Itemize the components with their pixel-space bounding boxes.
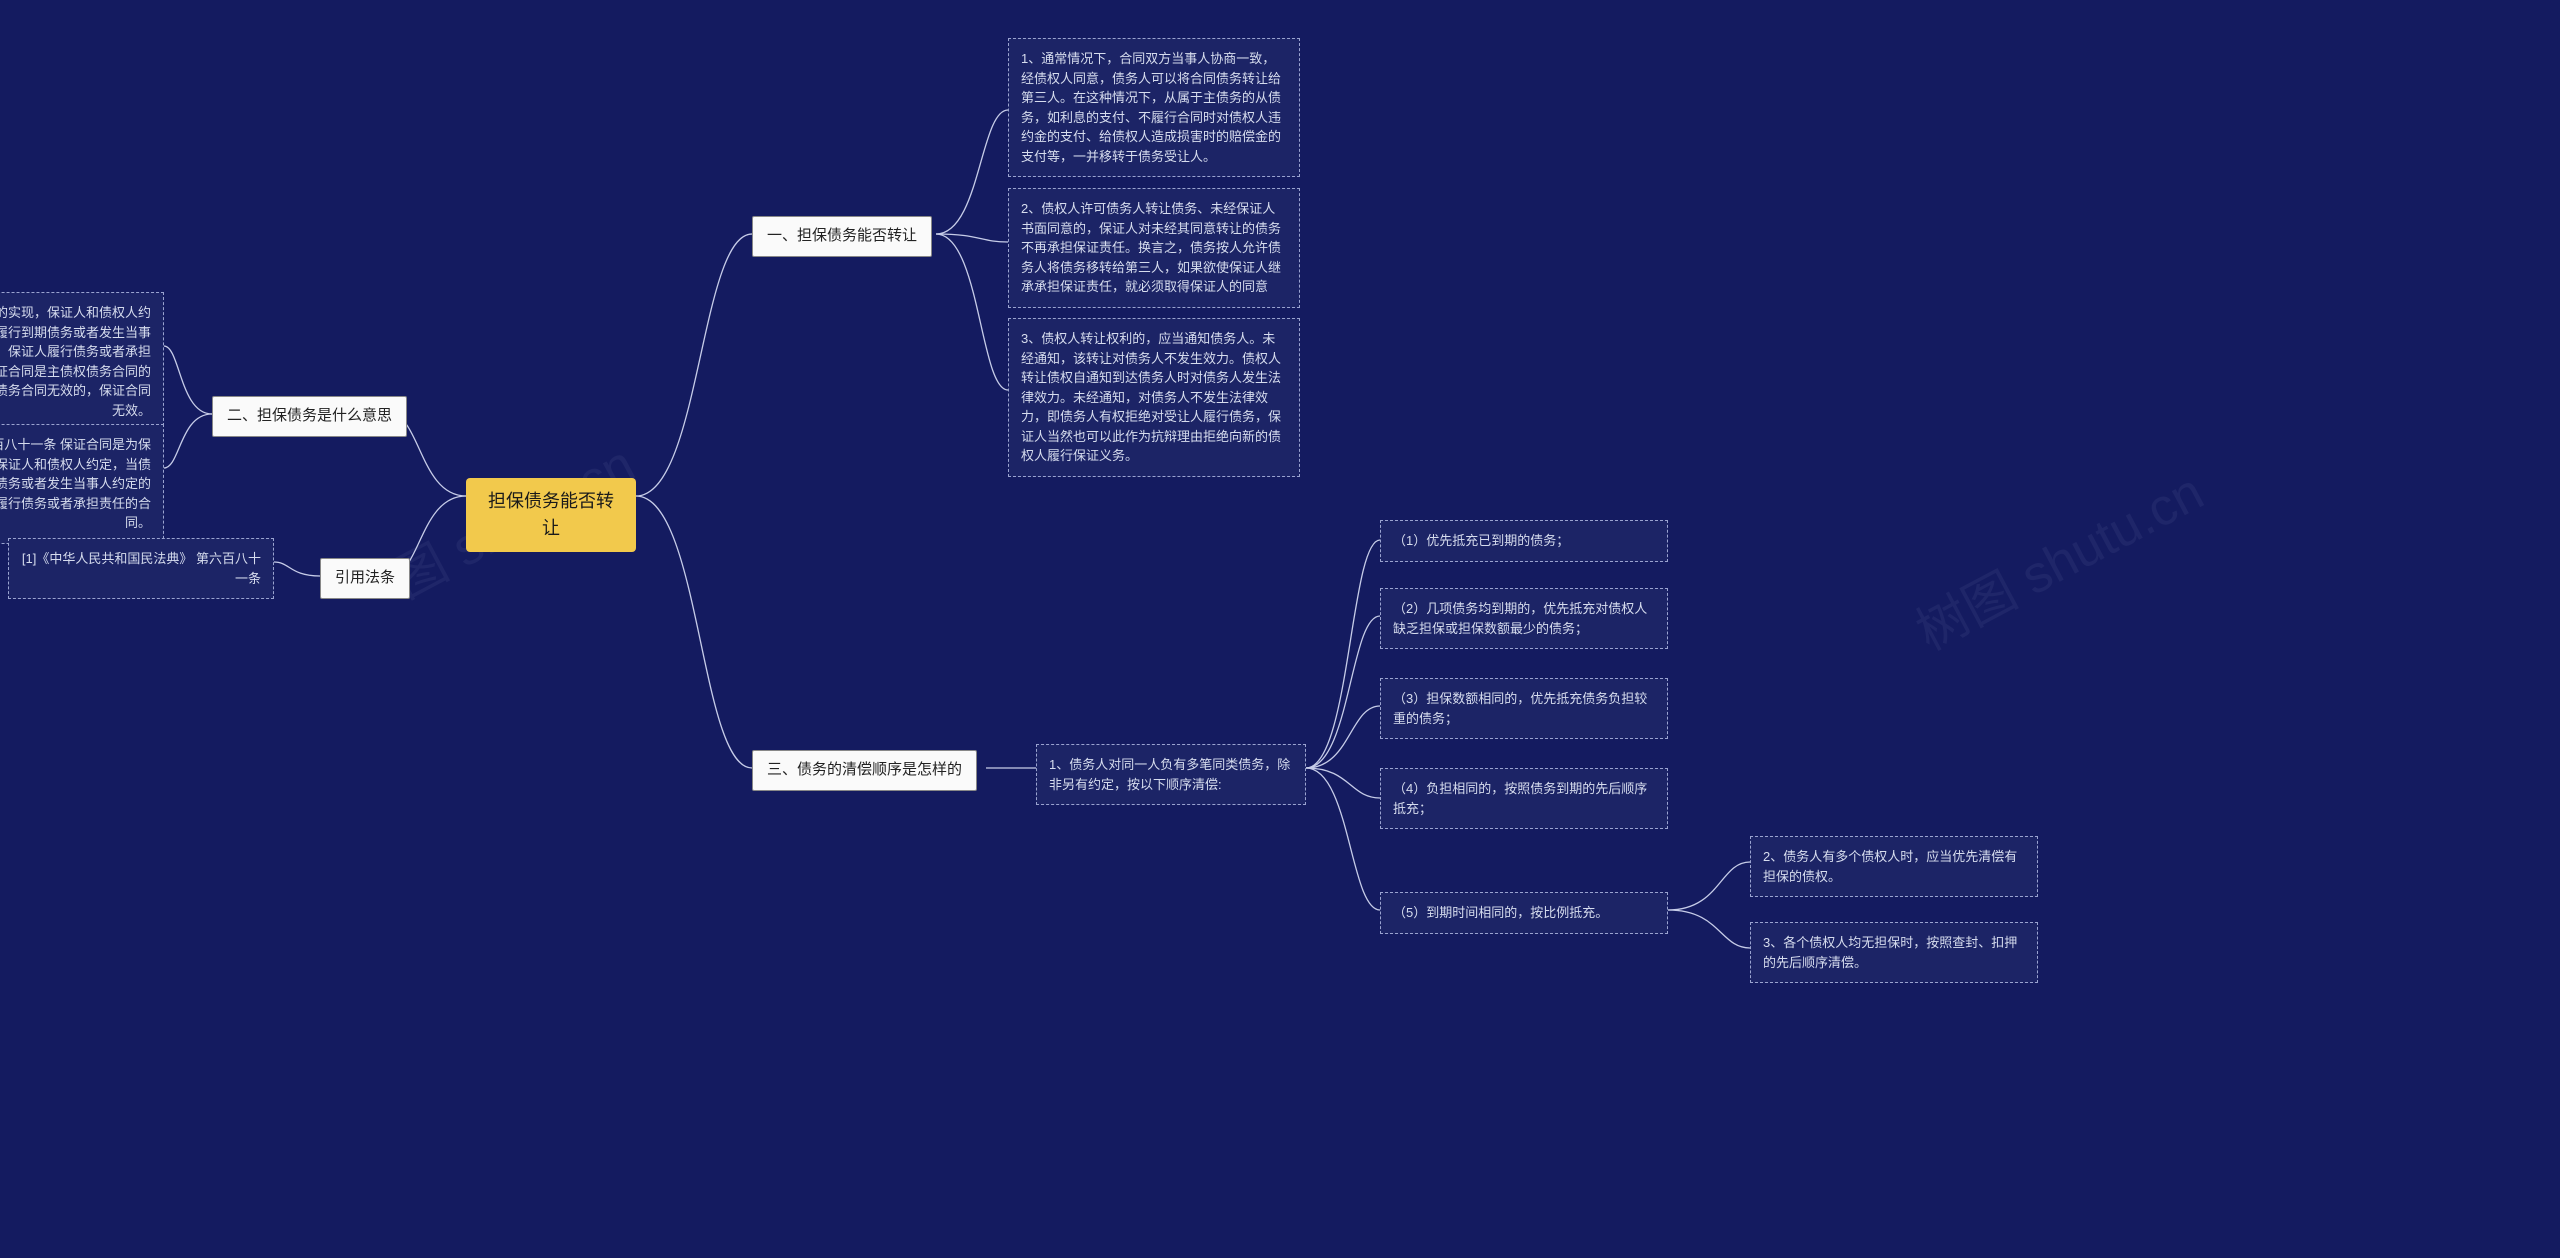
s4-item-1: [1]《中华人民共和国民法典》 第六百八十一条 — [8, 538, 274, 599]
watermark: 树图 shutu.cn — [1901, 450, 2214, 664]
s3-intro: 1、债务人对同一人负有多笔同类债务，除非另有约定，按以下顺序清偿: — [1036, 744, 1306, 805]
section-1: 一、担保债务能否转让 — [752, 216, 932, 257]
root-node: 担保债务能否转让 — [466, 478, 636, 552]
s3-item-1: （1）优先抵充已到期的债务； — [1380, 520, 1668, 562]
s3-tail-1: 2、债务人有多个债权人时，应当优先清偿有担保的债权。 — [1750, 836, 2038, 897]
s3-item-2: （2）几项债务均到期的，优先抵充对债权人缺乏担保或担保数额最少的债务； — [1380, 588, 1668, 649]
s1-item-3: 3、债权人转让权利的，应当通知债务人。未经通知，该转让对债务人不发生效力。债权人… — [1008, 318, 1300, 477]
s1-item-2: 2、债权人许可债务人转让债务、未经保证人书面同意的，保证人对未经其同意转让的债务… — [1008, 188, 1300, 308]
s3-item-4: （4）负担相同的，按照债务到期的先后顺序抵充； — [1380, 768, 1668, 829]
s3-tail-2: 3、各个债权人均无担保时，按照查封、扣押的先后顺序清偿。 — [1750, 922, 2038, 983]
section-2: 二、担保债务是什么意思 — [212, 396, 407, 437]
s2-item-1: 是为保障债权的实现，保证人和债权人约定，当债务人不履行到期债务或者发生当事人约定… — [0, 292, 164, 431]
s3-item-3: （3）担保数额相同的，优先抵充债务负担较重的债务； — [1380, 678, 1668, 739]
section-3: 三、债务的清偿顺序是怎样的 — [752, 750, 977, 791]
section-4: 引用法条 — [320, 558, 410, 599]
s3-item-5: （5）到期时间相同的，按比例抵充。 — [1380, 892, 1668, 934]
s2-item-2: 《民法典》第六百八十一条 保证合同是为保障债权的实现，保证人和债权人约定，当债务… — [0, 424, 164, 544]
s1-item-1: 1、通常情况下，合同双方当事人协商一致，经债权人同意，债务人可以将合同债务转让给… — [1008, 38, 1300, 177]
